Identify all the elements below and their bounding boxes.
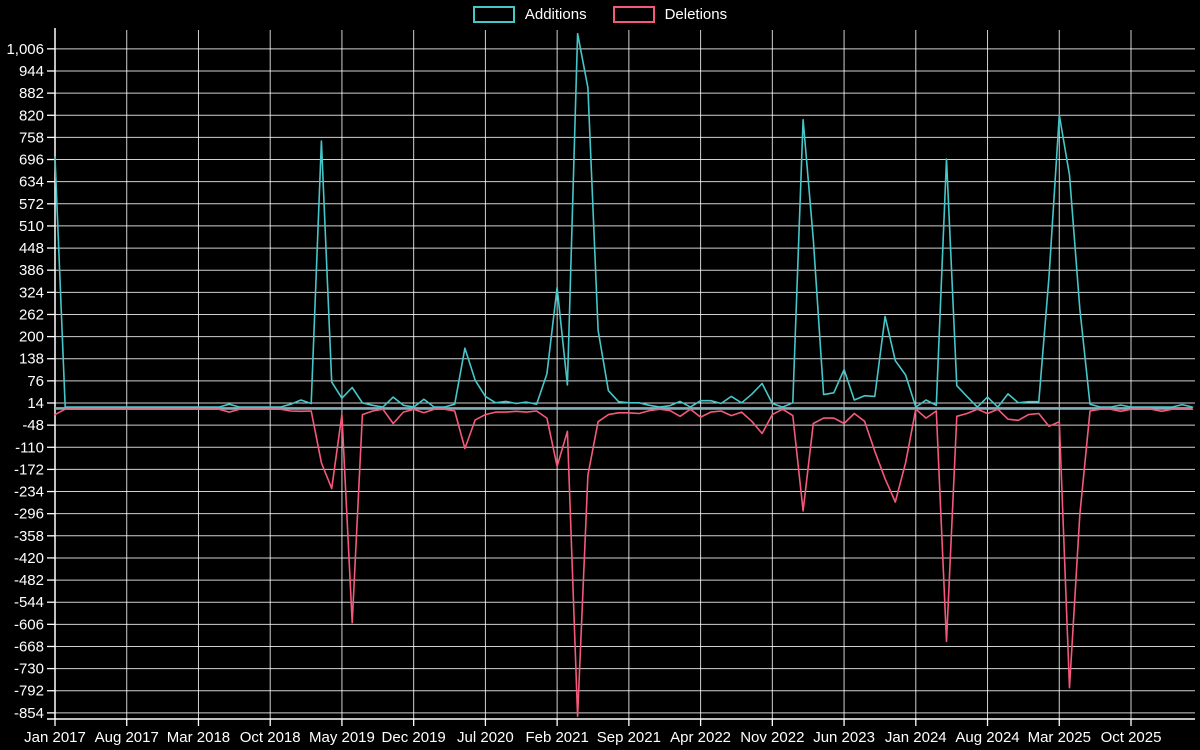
y-axis-label: 76: [27, 373, 44, 390]
y-axis-label: 696: [19, 152, 44, 169]
y-axis-label: 14: [27, 395, 44, 412]
x-axis-label: Nov 2022: [740, 729, 804, 746]
y-axis-label: 758: [19, 129, 44, 146]
x-axis-label: Oct 2018: [240, 729, 301, 746]
y-axis-label: -854: [14, 705, 44, 722]
y-axis-label: -668: [14, 638, 44, 655]
x-axis-label: Aug 2017: [95, 729, 159, 746]
additions-label: Additions: [524, 6, 587, 23]
y-axis-label: 882: [19, 85, 44, 102]
y-axis-label: 572: [19, 196, 44, 213]
x-axis-label: Mar 2018: [167, 729, 230, 746]
y-axis-label: -606: [14, 616, 44, 633]
x-axis-label: Feb 2021: [525, 729, 588, 746]
y-axis-label: -420: [14, 550, 44, 567]
y-axis-label: 386: [19, 262, 44, 279]
x-axis-label: Aug 2024: [955, 729, 1019, 746]
additions-line: [54, 32, 1194, 408]
y-axis-label: -234: [14, 484, 44, 501]
y-axis-label: 262: [19, 306, 44, 323]
chart-legend: Additions Deletions: [0, 6, 1200, 23]
legend-item-deletions[interactable]: Deletions: [612, 6, 728, 23]
y-axis-label: -296: [14, 506, 44, 523]
x-axis-label: May 2019: [309, 729, 375, 746]
x-axis-label: Jun 2023: [813, 729, 875, 746]
y-axis-label: -172: [14, 461, 44, 478]
legend-item-additions[interactable]: Additions: [472, 6, 587, 23]
y-axis-label: 820: [19, 107, 44, 124]
deletions-swatch: [612, 6, 655, 23]
y-axis-label: -482: [14, 572, 44, 589]
y-axis-label: 138: [19, 351, 44, 368]
y-axis-label: -730: [14, 661, 44, 678]
y-axis-label: -48: [22, 417, 44, 434]
y-axis-label: 510: [19, 218, 44, 235]
x-axis-label: Jan 2017: [24, 729, 86, 746]
x-axis-label: Dec 2019: [382, 729, 446, 746]
y-axis-label: -792: [14, 683, 44, 700]
additions-swatch: [472, 6, 515, 23]
y-axis-label: 1,006: [6, 41, 44, 58]
y-axis-label: -358: [14, 528, 44, 545]
x-axis-label: Jan 2024: [885, 729, 947, 746]
deletions-line: [54, 408, 1194, 718]
x-axis-label: Oct 2025: [1101, 729, 1162, 746]
x-axis-label: Apr 2022: [670, 729, 731, 746]
y-axis-label: -110: [15, 439, 44, 456]
x-axis-label: Sep 2021: [597, 729, 661, 746]
y-axis-label: -544: [14, 594, 44, 611]
y-axis-label: 634: [19, 174, 44, 191]
deletions-label: Deletions: [664, 6, 728, 23]
x-axis-label: Mar 2025: [1028, 729, 1091, 746]
y-axis-label: 200: [19, 329, 44, 346]
y-axis-label: 448: [19, 240, 44, 257]
y-axis-label: 944: [19, 63, 44, 80]
y-axis-label: 324: [19, 284, 44, 301]
x-axis-label: Jul 2020: [457, 729, 514, 746]
